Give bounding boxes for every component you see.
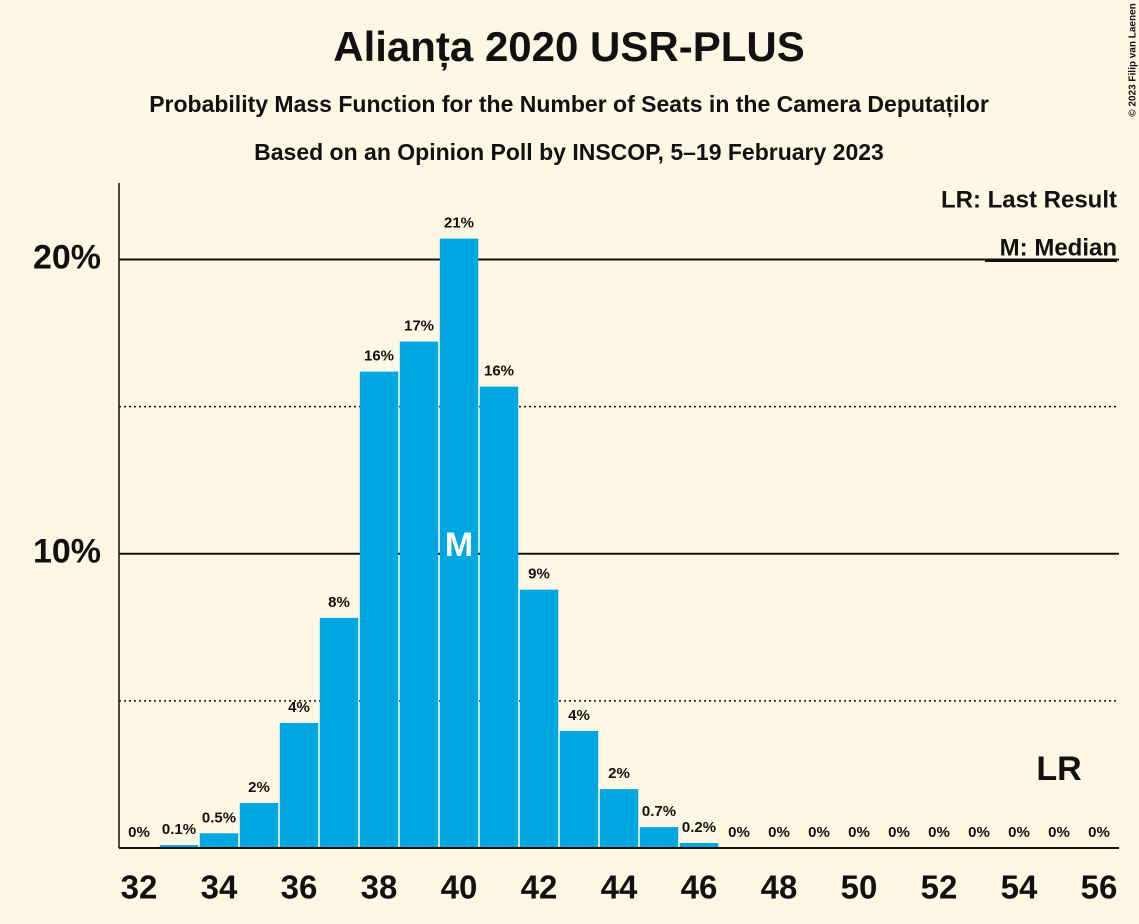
x-tick-label: 54 <box>1001 869 1038 906</box>
data-label: 0% <box>1008 824 1030 841</box>
x-tick-label: 44 <box>601 869 638 906</box>
data-label: 0% <box>968 824 990 841</box>
data-label: 17% <box>404 318 434 335</box>
median-marker: M <box>445 526 473 564</box>
bar <box>479 386 519 848</box>
bar <box>519 589 559 848</box>
y-tick-label: 10% <box>33 533 101 571</box>
data-label: 0% <box>768 824 790 841</box>
data-label: 0.7% <box>642 803 676 820</box>
data-label: 0% <box>1048 824 1070 841</box>
x-tick-label: 52 <box>921 869 958 906</box>
x-tick-label: 32 <box>121 869 158 906</box>
chart-subtitle: Probability Mass Function for the Number… <box>149 91 989 118</box>
chart-title: Alianța 2020 USR-PLUS <box>333 23 804 71</box>
data-label: 0% <box>848 824 870 841</box>
x-tick-label: 48 <box>761 869 798 906</box>
bar <box>399 341 439 848</box>
bar <box>199 833 239 848</box>
x-tick-label: 40 <box>441 869 478 906</box>
chart-subtitle: Based on an Opinion Poll by INSCOP, 5–19… <box>254 139 884 165</box>
bar <box>239 802 279 848</box>
data-label: 2% <box>608 765 630 782</box>
x-tick-label: 56 <box>1081 869 1118 906</box>
legend-entry: LR: Last Result <box>941 186 1117 213</box>
x-tick-label: 46 <box>681 869 718 906</box>
last-result-marker: LR <box>1036 750 1081 788</box>
data-label: 0.5% <box>202 809 236 826</box>
bar <box>159 845 199 848</box>
data-label: 0% <box>888 824 910 841</box>
bar <box>599 789 639 848</box>
bar <box>439 238 479 848</box>
x-tick-label: 34 <box>201 869 238 906</box>
x-tick-label: 36 <box>281 869 318 906</box>
x-tick-label: 50 <box>841 869 878 906</box>
data-label: 0.2% <box>682 819 716 836</box>
data-label: 0.1% <box>162 821 196 838</box>
data-label: 0% <box>928 824 950 841</box>
data-label: 4% <box>568 707 590 724</box>
data-label: 0% <box>808 824 830 841</box>
bar <box>319 617 359 848</box>
bar <box>359 371 399 848</box>
bar <box>279 722 319 848</box>
data-label: 9% <box>528 566 550 583</box>
copyright: © 2023 Filip van Laenen <box>1128 3 1139 117</box>
data-label: 21% <box>444 215 474 232</box>
data-label: 2% <box>248 779 270 796</box>
y-tick-label: 20% <box>33 238 101 276</box>
x-tick-label: 42 <box>521 869 558 906</box>
bar <box>559 730 599 848</box>
data-label: 0% <box>128 824 150 841</box>
x-tick-label: 38 <box>361 869 398 906</box>
data-label: 0% <box>728 824 750 841</box>
bar <box>679 842 719 848</box>
data-label: 0% <box>1088 824 1110 841</box>
data-label: 16% <box>484 363 514 380</box>
data-label: 4% <box>288 699 310 716</box>
data-label: 16% <box>364 348 394 365</box>
bar <box>639 827 679 848</box>
legend-entry: M: Median <box>1000 234 1117 261</box>
data-label: 8% <box>328 594 350 611</box>
